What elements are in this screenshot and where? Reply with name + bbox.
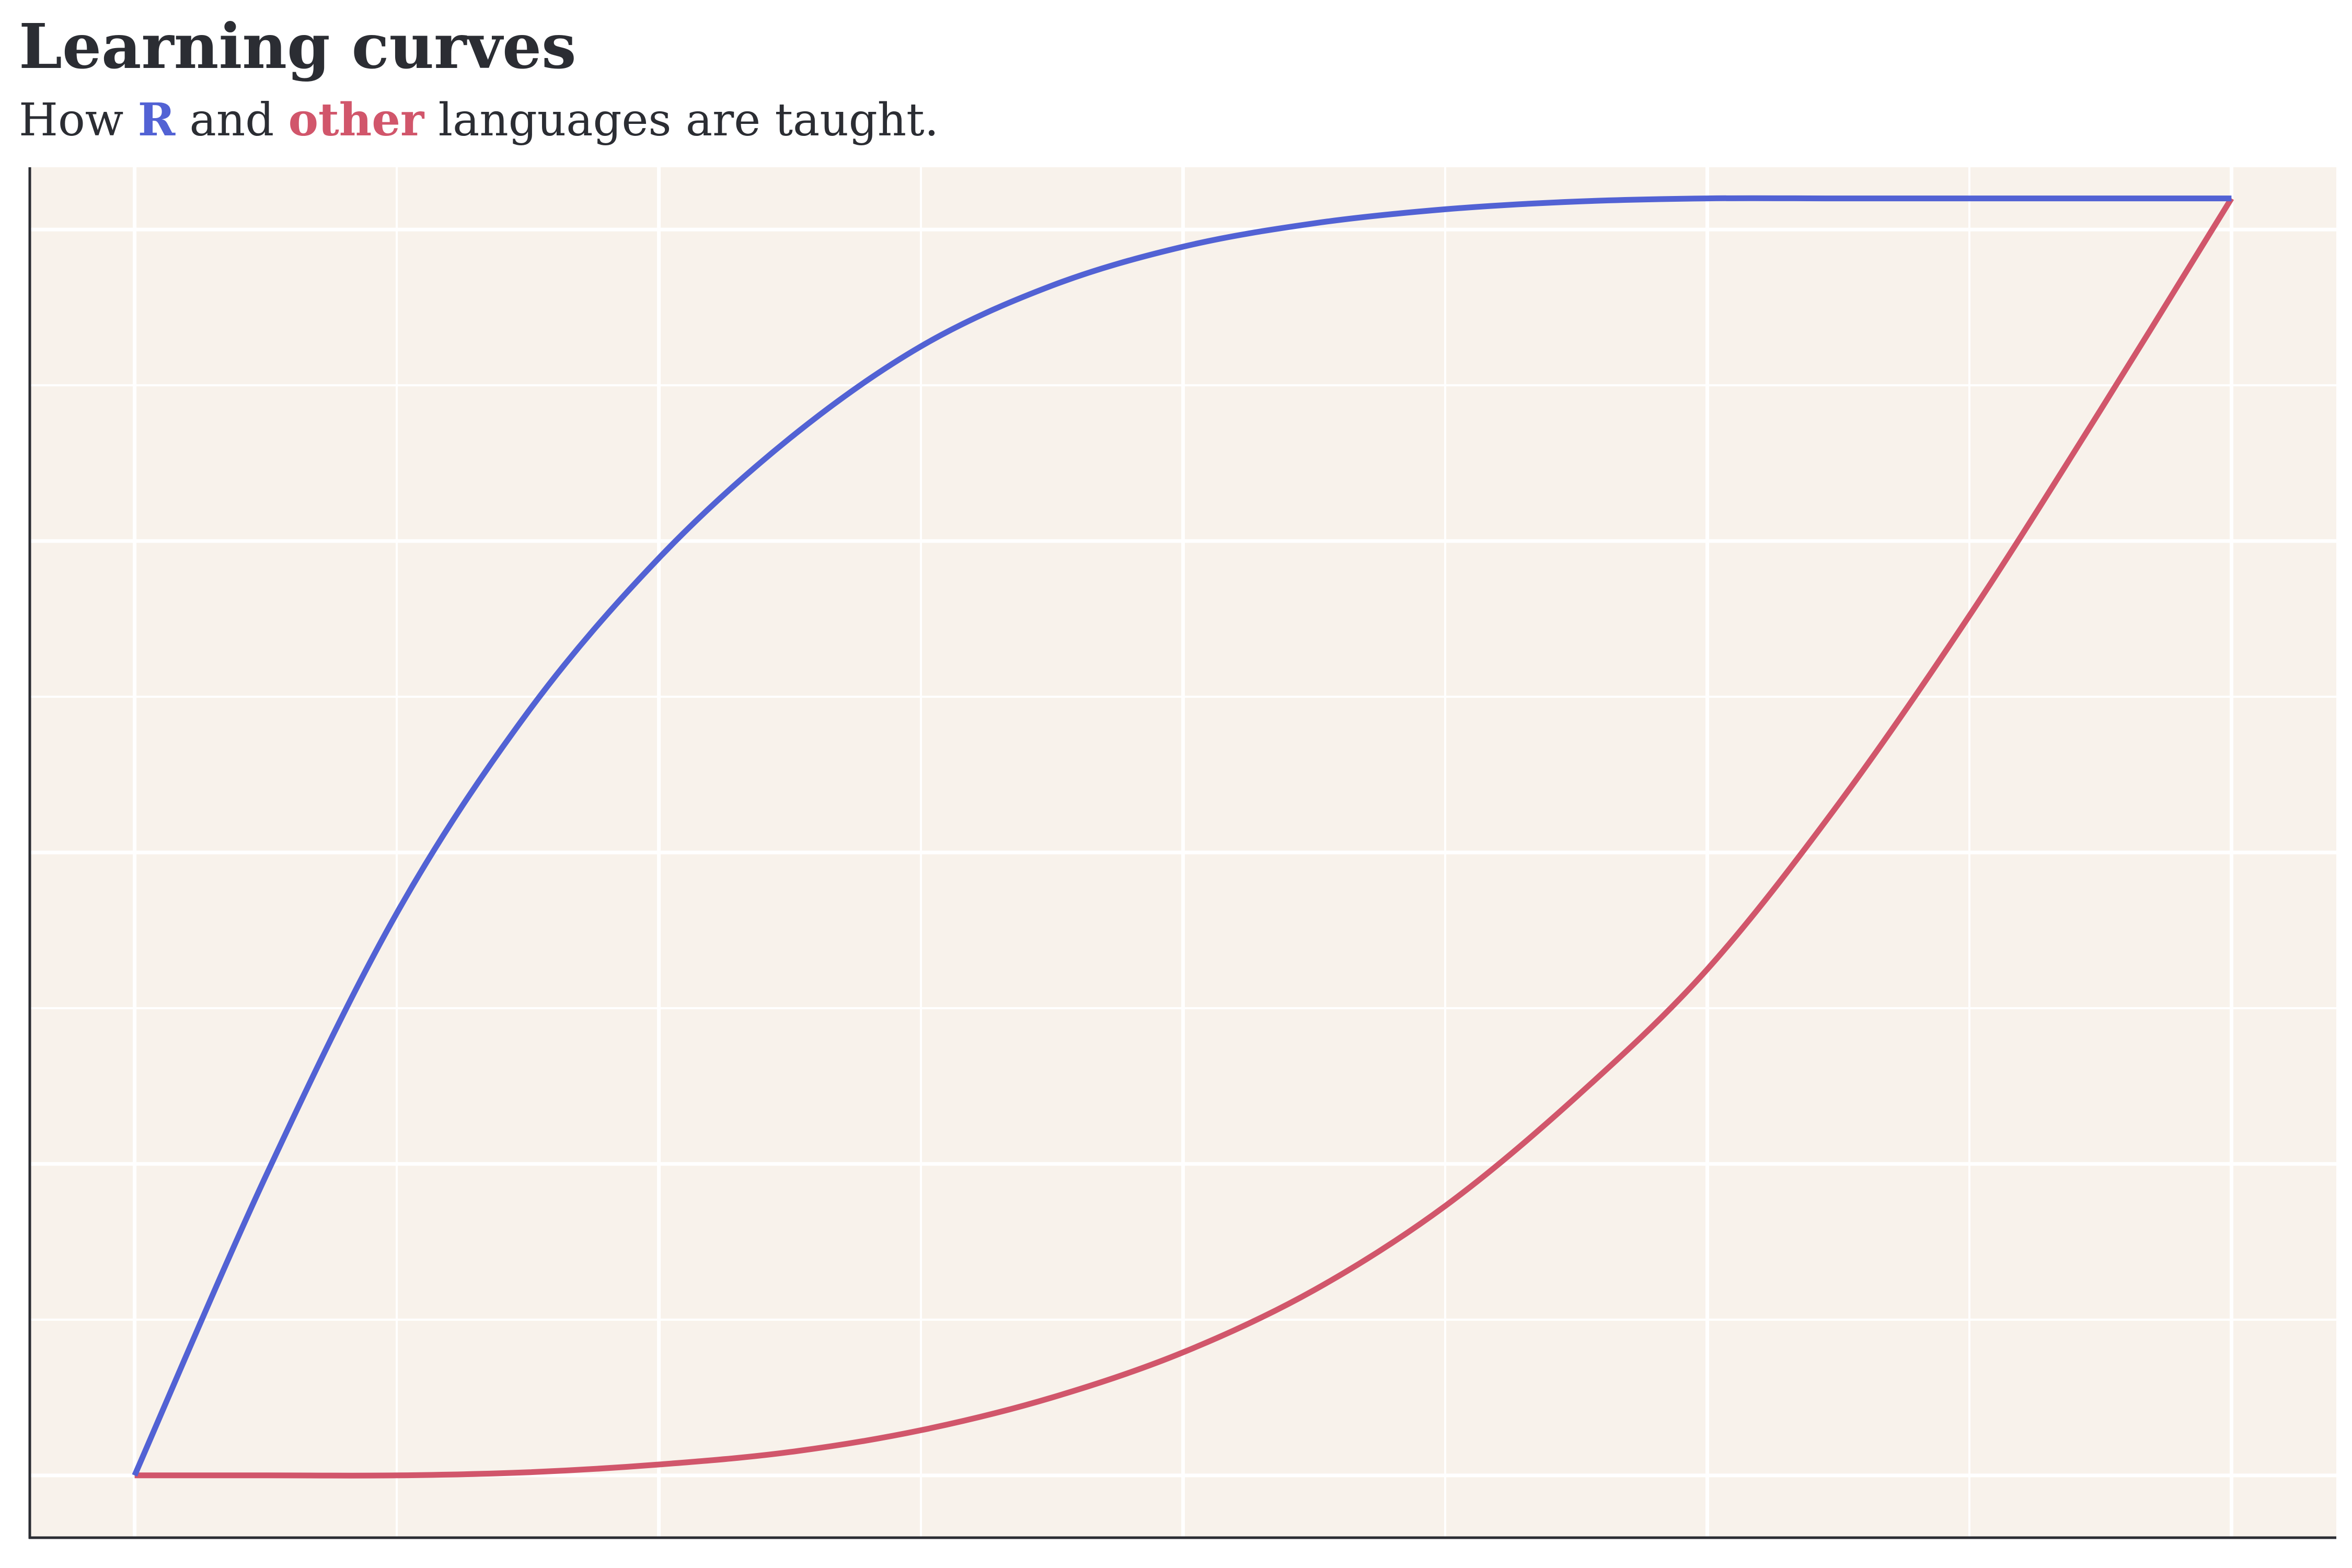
subtitle-middle: and <box>175 94 289 146</box>
subtitle-other-highlight: other <box>288 94 424 146</box>
subtitle-prefix: How <box>19 94 138 146</box>
subtitle-r-highlight: R <box>137 94 176 146</box>
series-line-other <box>134 197 2234 1479</box>
chart-title: Learning curves <box>19 10 577 83</box>
series-line-r <box>132 195 2232 1477</box>
series-layer <box>132 195 2234 1479</box>
subtitle-suffix: languages are taught. <box>424 94 939 146</box>
chart-subtitle: How R and other languages are taught. <box>19 89 939 152</box>
